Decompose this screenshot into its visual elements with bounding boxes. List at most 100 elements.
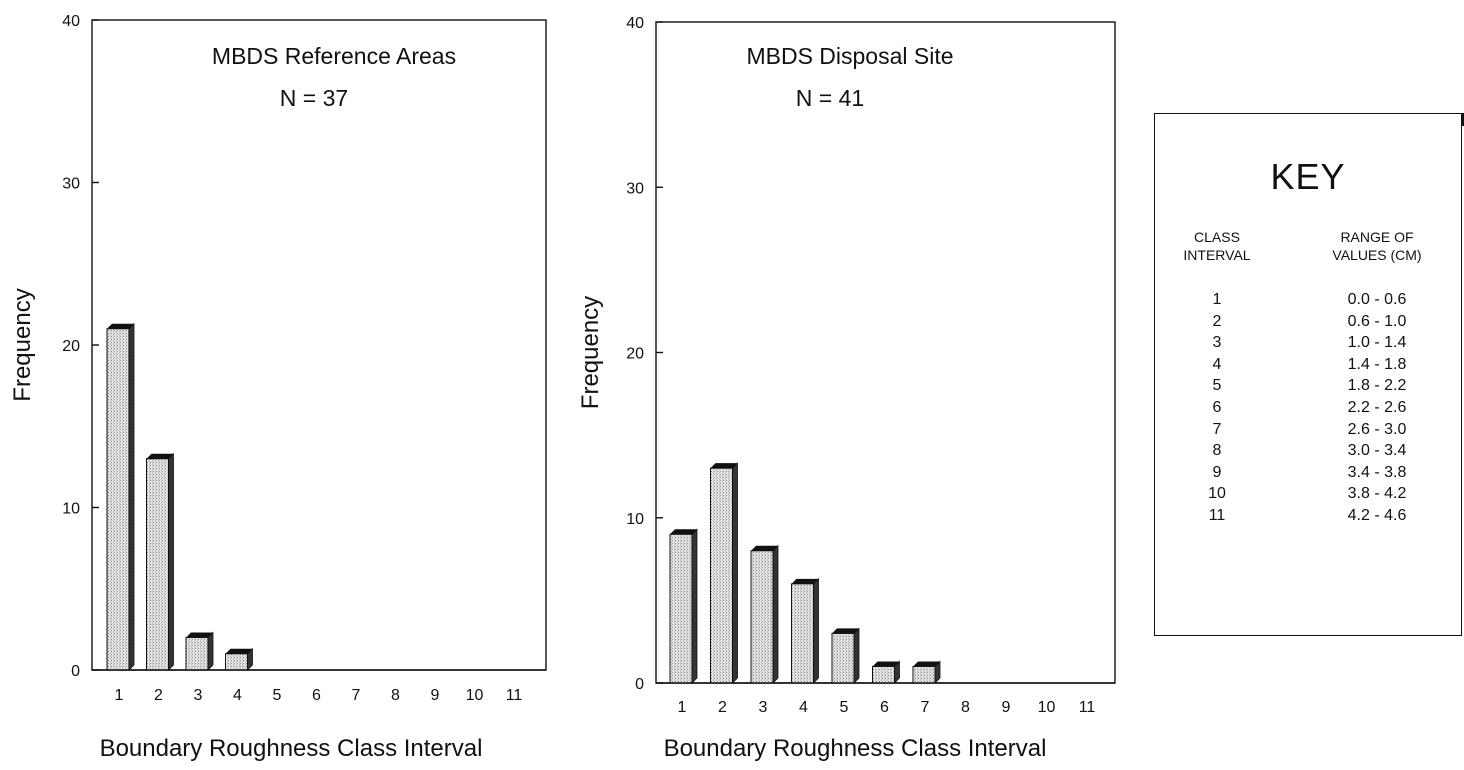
bar-side xyxy=(128,322,135,671)
key-box: KEY CLASS INTERVAL RANGE OF VALUES (CM) … xyxy=(1154,113,1462,636)
key-row-class: 9 xyxy=(1212,463,1222,481)
key-row: 1 0.0 - 0.6 xyxy=(1155,291,1461,313)
bar-front xyxy=(912,665,936,684)
key-title: KEY xyxy=(1270,156,1346,197)
bar-front xyxy=(872,665,895,684)
bar xyxy=(750,544,779,684)
key-row-range: 0.6 - 1.0 xyxy=(1347,312,1407,330)
key-row-class: 1 xyxy=(1212,291,1222,308)
x-tick-label: 1 xyxy=(115,687,124,704)
key-header-range-line2: VALUES (CM) xyxy=(1332,247,1422,263)
x-axis-title: Boundary Roughness Class Interval xyxy=(100,735,483,762)
key-header-range: RANGE OF VALUES (CM) xyxy=(1297,228,1457,264)
bar xyxy=(710,462,738,684)
x-tick-label: 11 xyxy=(1079,699,1096,716)
bar xyxy=(912,660,941,684)
y-tick-label: 20 xyxy=(62,338,80,355)
key-header-class-line2: INTERVAL xyxy=(1183,247,1251,263)
y-tick-label: 30 xyxy=(62,176,80,193)
key-row-range: 4.2 - 4.6 xyxy=(1347,507,1407,524)
y-tick-label: 0 xyxy=(635,676,644,693)
x-tick-label: 3 xyxy=(759,699,768,716)
y-tick-label: 10 xyxy=(626,511,644,528)
key-row-range: 0.0 - 0.6 xyxy=(1347,291,1407,308)
x-tick-label: 11 xyxy=(506,687,523,704)
key-row-range: 1.8 - 2.2 xyxy=(1347,377,1407,395)
bar xyxy=(831,627,860,684)
y-tick-label: 30 xyxy=(626,180,644,197)
key-row-class: 3 xyxy=(1212,334,1222,352)
chart-subtitle: N = 37 xyxy=(280,85,348,111)
x-tick-label: 10 xyxy=(466,687,484,704)
bar-side xyxy=(853,627,860,684)
bar-side xyxy=(207,631,214,671)
x-tick-label: 4 xyxy=(799,699,808,716)
y-axis-title: Frequency xyxy=(577,296,604,409)
bar-front xyxy=(106,328,130,671)
key-row-class: 2 xyxy=(1212,312,1222,330)
chart-title: MBDS Disposal Site xyxy=(746,43,953,69)
key-row: 2 0.6 - 1.0 xyxy=(1155,313,1461,335)
bar xyxy=(872,660,900,684)
bar xyxy=(146,452,174,671)
x-tick-label: 3 xyxy=(194,687,203,704)
x-tick-label: 8 xyxy=(961,699,970,716)
bar-front xyxy=(750,550,774,684)
bar-side xyxy=(813,577,819,684)
key-row-class: 6 xyxy=(1212,399,1222,416)
chart-panel-reference-areas: 0 10 20 30 40 1 2 3 4 5 6 7 8 9 10 11 MBDS Reference Are… xyxy=(9,13,547,762)
key-header-class-line1: CLASS xyxy=(1194,229,1240,245)
bar-top xyxy=(146,453,174,459)
bar-front xyxy=(146,458,169,671)
key-row-range: 2.2 - 2.6 xyxy=(1347,399,1407,416)
key-row-range: 3.0 - 3.4 xyxy=(1347,442,1407,460)
key-row-range: 3.4 - 3.8 xyxy=(1347,463,1407,481)
x-tick-label: 8 xyxy=(391,687,400,704)
x-tick-label: 10 xyxy=(1038,699,1056,716)
key-row-range: 2.6 - 3.0 xyxy=(1347,420,1407,438)
key-row: 5 1.8 - 2.2 xyxy=(1155,377,1461,399)
y-tick-label: 0 xyxy=(71,663,80,680)
bar-top xyxy=(225,648,253,654)
bar xyxy=(225,647,253,671)
y-tick-label: 40 xyxy=(62,13,80,30)
key-row-class: 4 xyxy=(1212,355,1222,373)
bar-front xyxy=(225,653,248,671)
key-header-class: CLASS INTERVAL xyxy=(1161,228,1273,264)
key-row: 7 2.6 - 3.0 xyxy=(1155,421,1461,443)
bar-top xyxy=(670,529,697,535)
x-tick-label: 2 xyxy=(154,687,163,704)
key-row-range: 1.0 - 1.4 xyxy=(1347,334,1407,352)
y-tick-label: 10 xyxy=(62,501,80,518)
chart-subtitle: N = 41 xyxy=(796,85,864,111)
bar-side xyxy=(732,462,738,684)
x-tick-label: 7 xyxy=(921,699,930,716)
bar xyxy=(669,528,698,684)
y-tick-label: 20 xyxy=(626,346,644,363)
key-row-range: 3.8 - 4.2 xyxy=(1347,485,1407,503)
key-row: 9 3.4 - 3.8 xyxy=(1155,464,1461,486)
bar-top xyxy=(872,661,900,667)
x-tick-label: 5 xyxy=(840,699,849,716)
bar-front xyxy=(710,467,733,684)
key-row: 11 4.2 - 4.6 xyxy=(1155,507,1461,529)
x-axis-title: Boundary Roughness Class Interval xyxy=(664,735,1047,762)
bar xyxy=(106,322,135,671)
x-tick-label: 9 xyxy=(431,687,440,704)
key-row-class: 10 xyxy=(1208,485,1226,503)
x-tick-label: 6 xyxy=(880,699,889,716)
bar-top xyxy=(710,463,738,469)
key-row-range: 1.4 - 1.8 xyxy=(1347,355,1407,373)
y-axis-title: Frequency xyxy=(9,288,36,401)
bar-front xyxy=(831,632,855,684)
chart-panel-disposal-site: 0 10 20 30 40 1 2 3 4 5 6 7 8 9 10 11 MBDS Disposal Site… xyxy=(577,15,1116,762)
y-tick-label: 40 xyxy=(626,15,644,32)
key-row: 10 3.8 - 4.2 xyxy=(1155,485,1461,507)
x-tick-label: 4 xyxy=(233,687,242,704)
bar-top xyxy=(913,661,940,667)
key-row: 6 2.2 - 2.6 xyxy=(1155,399,1461,421)
bar-front xyxy=(791,583,814,684)
key-row-class: 11 xyxy=(1208,507,1226,524)
x-tick-label: 1 xyxy=(678,699,687,716)
